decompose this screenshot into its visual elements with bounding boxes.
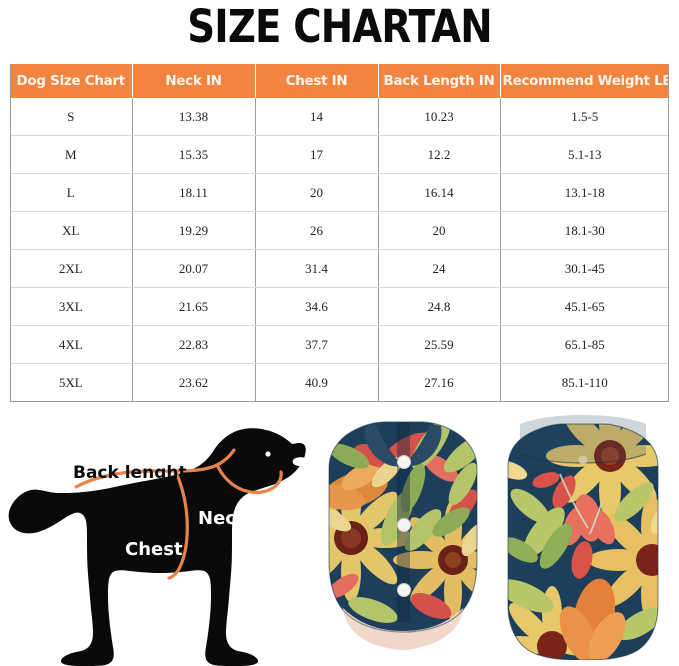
product-image-shirt-back (490, 410, 675, 660)
shirt-button (397, 455, 411, 469)
cell-chest: 14 (255, 98, 379, 136)
cell-back-length: 12.2 (378, 135, 501, 174)
cell-back-length: 25.59 (378, 325, 501, 364)
shirt-back-fabric (508, 424, 658, 660)
cell-weight: 65.1-85 (500, 325, 669, 364)
cell-back-length: 10.23 (378, 98, 501, 136)
cell-size: 2XL (10, 249, 133, 288)
column-header-back-length: Back Length IN (378, 64, 501, 98)
product-image-shirt-front (313, 410, 493, 660)
column-header-size: Dog Size Chart (10, 64, 133, 98)
cell-back-length: 27.16 (378, 363, 501, 401)
table-row: M 15.35 17 12.2 5.1-13 (10, 135, 669, 174)
table-row: S 13.38 14 10.23 1.5-5 (10, 98, 669, 136)
table-row: 3XL 21.65 34.6 24.8 45.1-65 (10, 287, 669, 326)
cell-neck: 21.65 (132, 287, 256, 326)
cell-neck: 23.62 (132, 363, 256, 401)
table-row: 2XL 20.07 31.4 24 30.1-45 (10, 249, 669, 288)
cell-chest: 37.7 (255, 325, 379, 364)
collar-button (578, 455, 588, 465)
cell-neck: 20.07 (132, 249, 256, 288)
cell-weight: 30.1-45 (500, 249, 669, 288)
cell-neck: 15.35 (132, 135, 256, 174)
cell-size: XL (10, 211, 133, 250)
cell-chest: 17 (255, 135, 379, 174)
cell-size: 4XL (10, 325, 133, 364)
cell-size: M (10, 135, 133, 174)
cell-back-length: 20 (378, 211, 501, 250)
label-neck: Neck (198, 508, 248, 529)
table-row: XL 19.29 26 20 18.1-30 (10, 211, 669, 250)
cell-back-length: 16.14 (378, 173, 501, 212)
column-header-chest: Chest IN (255, 64, 379, 98)
cell-weight: 13.1-18 (500, 173, 669, 212)
cell-neck: 19.29 (132, 211, 256, 250)
cell-weight: 5.1-13 (500, 135, 669, 174)
shirt-front-fabric (329, 422, 477, 632)
cell-size: 5XL (10, 363, 133, 401)
size-chart-table: Dog Size Chart Neck IN Chest IN Back Len… (10, 64, 673, 401)
table-row: 4XL 22.83 37.7 25.59 65.1-85 (10, 325, 669, 364)
cell-weight: 1.5-5 (500, 98, 669, 136)
cell-size: L (10, 173, 133, 212)
dog-measurement-diagram: Back lenght (0, 410, 310, 666)
illustration-band: Back lenght (0, 410, 679, 666)
neck-measure-line (216, 465, 283, 495)
cell-weight: 85.1-110 (500, 363, 669, 401)
table-row: L 18.11 20 16.14 13.1-18 (10, 173, 669, 212)
back-length-measure-line (74, 448, 236, 489)
cell-size: S (10, 98, 133, 136)
page-title: SIZE CHARTAN (187, 0, 492, 53)
cell-weight: 18.1-30 (500, 211, 669, 250)
cell-back-length: 24 (378, 249, 501, 288)
cell-neck: 13.38 (132, 98, 256, 136)
column-header-weight: Recommend Weight LB (500, 64, 673, 98)
table-row: 5XL 23.62 40.9 27.16 85.1-110 (10, 363, 669, 401)
cell-neck: 18.11 (132, 173, 256, 212)
shirt-collar (364, 424, 442, 467)
cell-back-length: 24.8 (378, 287, 501, 326)
label-back-length: Back lenght (73, 463, 187, 483)
cell-chest: 26 (255, 211, 379, 250)
shirt-button (397, 518, 411, 532)
label-chest: Chest (125, 539, 183, 560)
cell-chest: 34.6 (255, 287, 379, 326)
size-chart-table-container: Dog Size Chart Neck IN Chest IN Back Len… (10, 64, 673, 402)
shirt-folded-collar (519, 415, 647, 465)
cell-size: 3XL (10, 287, 133, 326)
shirt-hem (343, 608, 463, 650)
cell-neck: 22.83 (132, 325, 256, 364)
cell-chest: 40.9 (255, 363, 379, 401)
table-header-row: Dog Size Chart Neck IN Chest IN Back Len… (10, 64, 673, 98)
cell-chest: 31.4 (255, 249, 379, 288)
cell-weight: 45.1-65 (500, 287, 669, 326)
cell-chest: 20 (255, 173, 379, 212)
shirt-button (397, 583, 411, 597)
chest-measure-line (167, 470, 189, 580)
column-header-neck: Neck IN (132, 64, 256, 98)
dog-silhouette-icon (8, 428, 310, 666)
